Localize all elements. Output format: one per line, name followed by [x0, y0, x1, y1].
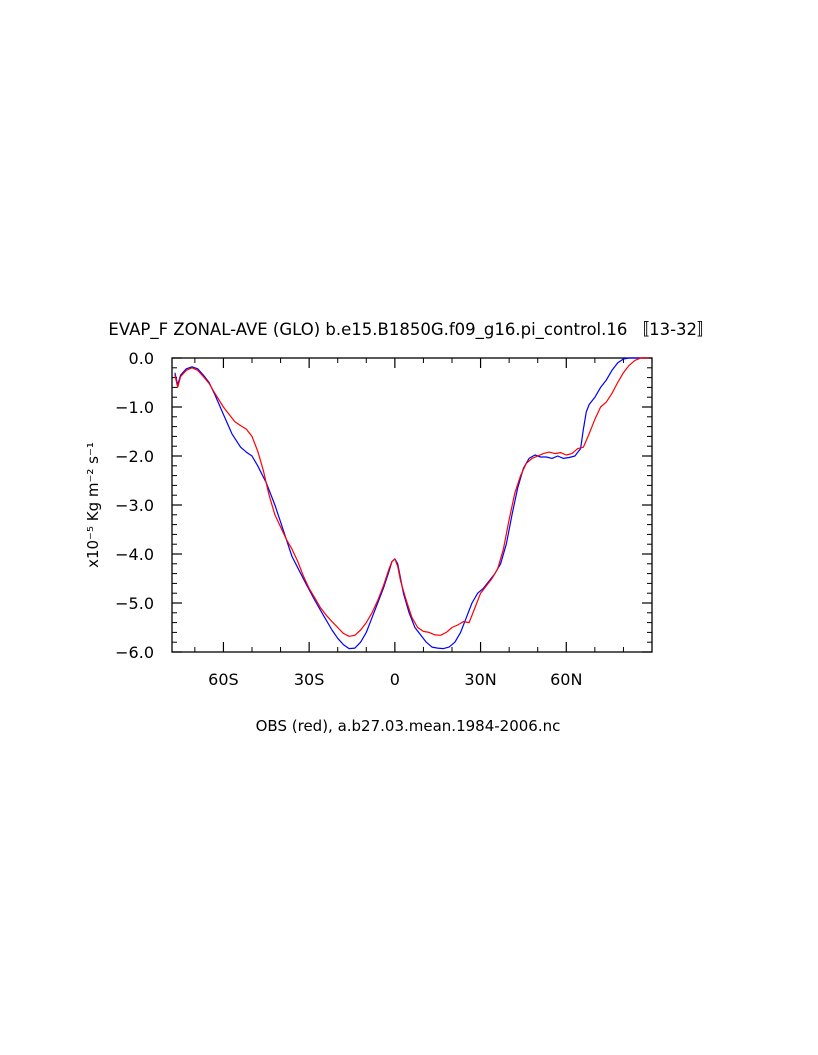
x-axis-label: OBS (red), a.b27.03.mean.1984-2006.nc — [256, 717, 561, 735]
x-tick-label: 0 — [390, 670, 400, 689]
chart-title: EVAP_F ZONAL-AVE (GLO) b.e15.B1850G.f09_… — [108, 320, 713, 340]
series-line-model — [174, 357, 650, 650]
x-tick-label: 30N — [464, 670, 496, 689]
x-tick-label: 30S — [294, 670, 325, 689]
y-tick-label: 0.0 — [129, 349, 154, 368]
series-line-obs — [174, 357, 650, 637]
plot-frame — [171, 357, 653, 653]
y-tick-label: −6.0 — [115, 643, 154, 662]
plot-area: 60S 30S 0 30N 60N 0.0 −1.0 −2.0 −3.0 −4.0 −5.0 −6.… — [115, 349, 653, 689]
y-tick-label: −1.0 — [115, 398, 154, 417]
y-tick-label: −5.0 — [115, 594, 154, 613]
y-tick-label: −2.0 — [115, 447, 154, 466]
y-tick-label: −3.0 — [115, 496, 154, 515]
series-layer — [174, 357, 650, 650]
y-axis-tick-labels: 0.0 −1.0 −2.0 −3.0 −4.0 −5.0 −6.0 — [115, 349, 154, 662]
x-tick-label: 60N — [550, 670, 582, 689]
x-tick-label: 60S — [208, 670, 239, 689]
x-axis-tick-labels: 60S 30S 0 30N 60N — [208, 670, 582, 689]
axis-ticks — [172, 357, 652, 653]
y-tick-label: −4.0 — [115, 545, 154, 564]
y-axis-label: x10⁻⁵ Kg m⁻² s⁻¹ — [84, 442, 102, 568]
